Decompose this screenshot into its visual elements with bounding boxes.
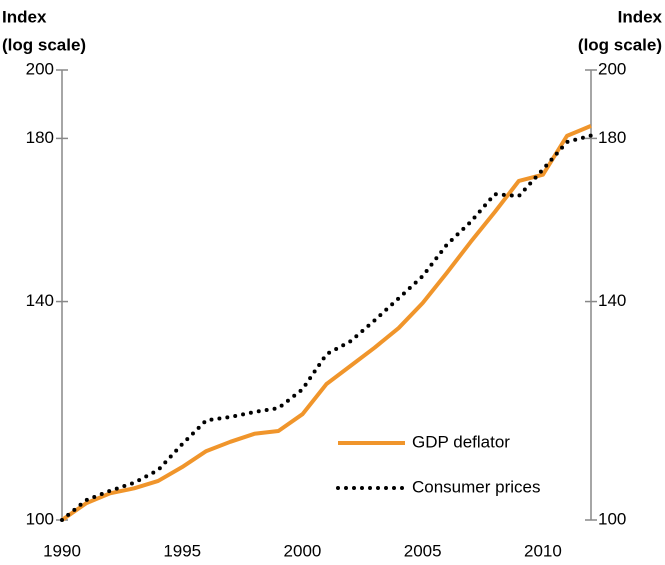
series-line — [60, 124, 592, 522]
legend-label: GDP deflator — [412, 432, 510, 451]
y2-tick-label: 180 — [598, 128, 626, 147]
y-axis-label: Index — [2, 7, 47, 26]
y-axis-label: (log scale) — [2, 35, 86, 54]
y2-axis-label: (log scale) — [578, 35, 662, 54]
x-tick-label: 1990 — [43, 541, 81, 560]
y-tick-label: 200 — [26, 59, 54, 78]
x-tick-label: 2005 — [404, 541, 442, 560]
series-line — [60, 133, 593, 522]
y-tick-label: 140 — [26, 291, 54, 310]
y-tick-label: 100 — [26, 509, 54, 528]
x-tick-label: 1995 — [163, 541, 201, 560]
x-tick-label: 2000 — [284, 541, 322, 560]
y2-tick-label: 100 — [598, 509, 626, 528]
legend-label: Consumer prices — [412, 477, 541, 496]
y2-tick-label: 140 — [598, 291, 626, 310]
y2-tick-label: 200 — [598, 59, 626, 78]
x-tick-label: 2010 — [524, 541, 562, 560]
y2-axis-label: Index — [618, 7, 663, 26]
y-tick-label: 180 — [26, 128, 54, 147]
